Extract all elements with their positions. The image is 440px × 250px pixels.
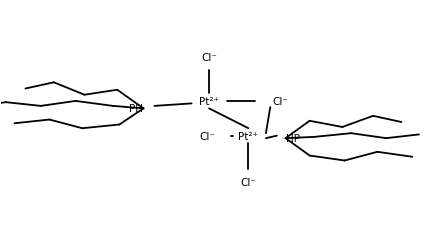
Text: Cl⁻: Cl⁻ [200, 131, 216, 141]
Text: Cl⁻: Cl⁻ [272, 96, 288, 106]
Text: HP: HP [286, 134, 300, 143]
Text: Pt²⁺: Pt²⁺ [238, 131, 258, 141]
Text: Cl⁻: Cl⁻ [201, 53, 217, 63]
Text: Cl⁻: Cl⁻ [241, 177, 257, 187]
Text: Pt²⁺: Pt²⁺ [199, 96, 219, 106]
Text: PH: PH [129, 104, 143, 114]
